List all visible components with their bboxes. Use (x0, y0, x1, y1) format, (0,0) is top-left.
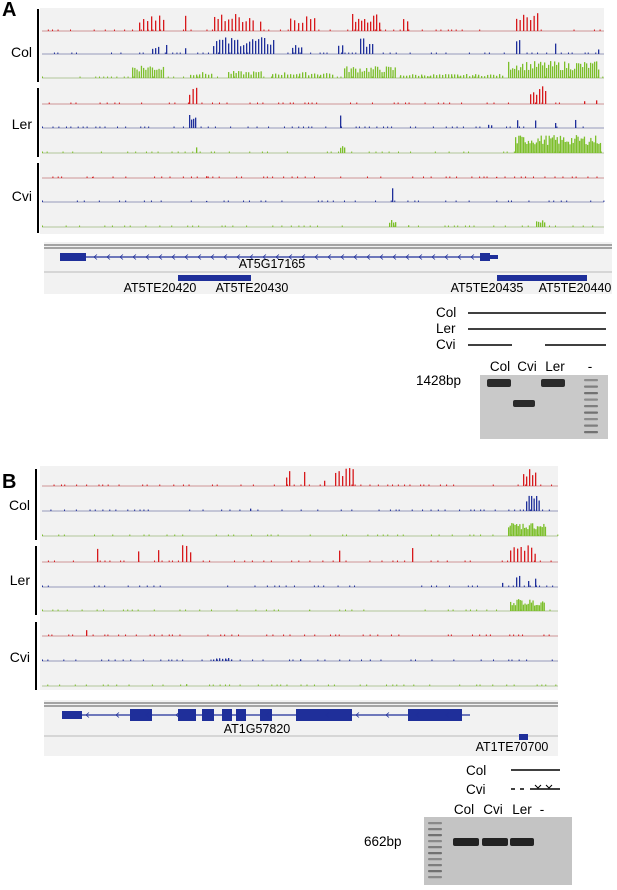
genome-browser-tracks-b (40, 466, 558, 690)
gel-b-lane-neg: - (540, 802, 545, 817)
legend-ler-a: Ler (436, 321, 456, 336)
sample-label-ler-a: Ler (12, 116, 33, 132)
gel-b-ladder (428, 822, 442, 879)
gel-b-lane-col: Col (454, 802, 474, 817)
gel-a-band-cvi (513, 400, 535, 407)
sample-label-cvi-b: Cvi (10, 649, 30, 665)
gel-b-band-size: 662bp (364, 834, 402, 849)
gel-a-lane-cvi: Cvi (517, 359, 537, 374)
gel-a-band-ler (541, 379, 565, 387)
gel-b: Col Cvi Ler - 662bp (364, 802, 572, 885)
legend-cvi-a: Cvi (436, 337, 456, 352)
legend-col-b: Col (466, 763, 486, 778)
gel-b-band-cvi (482, 838, 508, 846)
panel-b-letter: B (2, 471, 16, 493)
te-block-at5te20435-440 (497, 275, 587, 281)
gene-model-at5g17165 (60, 253, 498, 261)
legend-cvi-b: Cvi (466, 782, 486, 797)
gene-label-b: AT1G57820 (224, 722, 291, 736)
gel-a-lane-neg: - (588, 359, 593, 374)
panel-b: B Col Ler Cvi AT1G57820 AT1TE70700 (2, 466, 572, 885)
gel-a-lane-ler: Ler (545, 359, 565, 374)
te-label-at5te20420: AT5TE20420 (124, 281, 197, 295)
legend-col-a: Col (436, 305, 456, 320)
methylation-tracks-b (42, 468, 559, 687)
gel-a-ladder (584, 379, 598, 434)
te-block-at5te20420-430 (178, 275, 251, 281)
gel-a-lane-col: Col (490, 359, 510, 374)
gel-b-band-ler (510, 838, 534, 846)
gel-b-lane-ler: Ler (512, 802, 532, 817)
panel-a-letter: A (2, 0, 16, 21)
gene-model-at1g57820 (62, 709, 470, 721)
gel-a: Col Cvi Ler - 1428bp (416, 359, 608, 439)
te-label-at5te20440: AT5TE20440 (539, 281, 612, 295)
sample-label-col-a: Col (11, 44, 32, 60)
te-label-at5te20430: AT5TE20430 (216, 281, 289, 295)
sample-label-cvi-a: Cvi (12, 188, 32, 204)
te-block-at1te70700 (519, 734, 528, 740)
te-label-at1te70700: AT1TE70700 (476, 740, 549, 754)
te-label-at5te20435: AT5TE20435 (451, 281, 524, 295)
deletion-legend-b: Col Cvi (466, 763, 560, 797)
sample-label-ler-b: Ler (10, 572, 31, 588)
gel-b-band-col (453, 838, 479, 846)
gel-a-band-col (487, 379, 511, 387)
deletion-legend-a: Col Ler Cvi (436, 305, 606, 352)
methylation-tracks-a (42, 13, 605, 228)
gel-b-lane-cvi: Cvi (483, 802, 503, 817)
genome-browser-tracks-a (40, 8, 604, 234)
gel-a-band-size: 1428bp (416, 373, 461, 388)
sample-label-col-b: Col (9, 497, 30, 513)
panel-a: A Col Ler Cvi AT5G17165 AT5TE20420 AT5TE… (2, 0, 612, 439)
annotation-track-a (44, 242, 612, 294)
gene-label-a: AT5G17165 (239, 257, 306, 271)
